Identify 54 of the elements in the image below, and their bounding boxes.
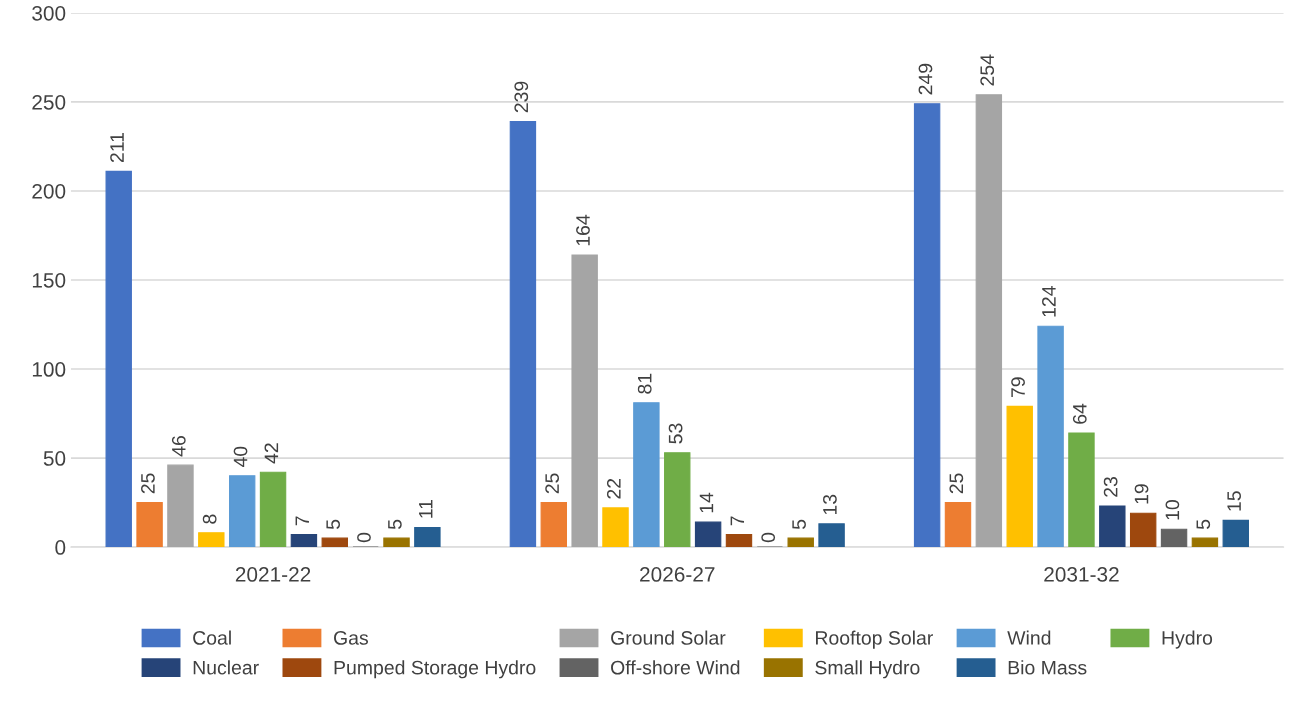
data-label: 5	[1196, 519, 1211, 530]
data-label: 7	[730, 516, 745, 526]
data-label: 0	[761, 532, 776, 543]
data-label: 211	[110, 132, 124, 163]
data-label: 239	[514, 81, 529, 113]
x-tick-label: 2021-22	[235, 567, 311, 582]
data-label: 124	[1042, 286, 1056, 317]
data-label: 249	[918, 63, 933, 95]
data-label: 164	[576, 214, 590, 246]
data-label: 23	[1103, 477, 1118, 497]
legend-label: Wind	[1007, 630, 1051, 645]
data-label: 40	[233, 446, 248, 468]
legend-label: Off-shore Wind	[611, 660, 740, 675]
data-label: 46	[171, 436, 186, 457]
data-label: 42	[264, 443, 279, 464]
y-tick-label: 50	[43, 451, 66, 466]
data-label: 25	[141, 473, 155, 494]
data-label: 81	[637, 373, 652, 394]
data-label: 53	[668, 423, 683, 444]
data-label: 79	[1011, 377, 1025, 398]
y-tick-label: 150	[32, 272, 66, 288]
data-label: 13	[823, 494, 837, 515]
data-label: 25	[949, 473, 964, 494]
data-label: 254	[980, 54, 995, 86]
data-label: 5	[326, 519, 340, 530]
data-label: 0	[357, 532, 371, 543]
data-label: 64	[1072, 403, 1087, 424]
data-label: 22	[606, 478, 621, 499]
y-tick-label: 100	[32, 362, 66, 377]
legend-label: Gas	[334, 631, 368, 645]
data-label: 10	[1165, 500, 1180, 520]
legend-label: Hydro	[1162, 630, 1213, 649]
legend-label: Rooftop Solar	[816, 630, 933, 649]
data-label: 8	[202, 514, 217, 524]
legend-label: Bio Mass	[1008, 660, 1087, 675]
data-label: 19	[1134, 484, 1149, 504]
legend-label: Nuclear	[193, 660, 259, 675]
x-tick-label: 2031-32	[1044, 567, 1119, 582]
data-label: 5	[792, 519, 806, 530]
legend-label: Ground Solar	[611, 630, 726, 645]
y-tick-label: 0	[55, 540, 66, 555]
y-tick-label: 250	[32, 94, 66, 110]
data-label: 11	[419, 499, 433, 518]
data-label: 5	[388, 519, 402, 530]
x-tick-label: 2026-27	[640, 567, 715, 582]
legend-label: Small Hydro	[815, 660, 920, 679]
data-label: 25	[545, 473, 559, 494]
data-label: 15	[1227, 491, 1241, 511]
legend-label: Coal	[193, 630, 231, 645]
y-tick-label: 300	[32, 5, 66, 21]
y-tick-label: 200	[32, 183, 66, 199]
data-label: 14	[699, 492, 714, 513]
data-label: 7	[295, 516, 309, 526]
legend-label: Pumped Storage Hydro	[334, 660, 536, 679]
